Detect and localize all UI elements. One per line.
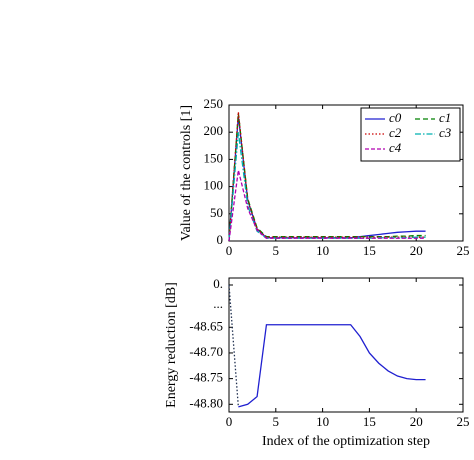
x-tick-label: 15 bbox=[363, 414, 376, 429]
y-tick-label: -48.70 bbox=[189, 344, 223, 359]
legend-label: c1 bbox=[439, 110, 451, 125]
series-line bbox=[228, 170, 426, 242]
legend-label: c3 bbox=[439, 125, 452, 140]
legend-label: c2 bbox=[389, 125, 402, 140]
y-tick-label: 150 bbox=[204, 150, 224, 165]
x-tick-label: 25 bbox=[457, 243, 470, 258]
x-axis-label: Index of the optimization step bbox=[262, 434, 430, 449]
legend-box bbox=[360, 107, 461, 162]
legend-label: c4 bbox=[389, 140, 402, 155]
x-tick-label: 10 bbox=[316, 243, 329, 258]
y-break-label: ... bbox=[213, 296, 223, 311]
x-tick-label: 20 bbox=[410, 243, 423, 258]
series-line bbox=[238, 324, 426, 408]
x-tick-label: 0 bbox=[226, 243, 233, 258]
y-tick-label: 250 bbox=[204, 96, 224, 111]
y-tick-label: 100 bbox=[204, 178, 224, 193]
x-tick-label: 25 bbox=[457, 414, 470, 429]
x-tick-label: 5 bbox=[273, 243, 280, 258]
plot-frame bbox=[228, 104, 464, 242]
plot-frame bbox=[228, 277, 464, 413]
y-tick-label: 50 bbox=[210, 205, 223, 220]
legend-label: c0 bbox=[389, 110, 402, 125]
series-line bbox=[228, 113, 426, 242]
y-tick-label: 200 bbox=[204, 123, 224, 138]
x-tick-label: 0 bbox=[226, 414, 233, 429]
y-tick-label: -48.75 bbox=[189, 370, 223, 385]
y-axis-label: Value of the controls [1] bbox=[179, 105, 194, 241]
x-tick-label: 15 bbox=[363, 243, 376, 258]
y-tick-label: -48.65 bbox=[189, 318, 223, 333]
y-tick-label: 0. bbox=[213, 276, 223, 291]
y-tick-label: -48.80 bbox=[189, 395, 223, 410]
x-tick-label: 20 bbox=[410, 414, 423, 429]
break-connector bbox=[228, 284, 240, 407]
x-tick-label: 10 bbox=[316, 414, 329, 429]
x-tick-label: 5 bbox=[273, 414, 280, 429]
y-axis-label: Energy reduction [dB] bbox=[164, 282, 179, 408]
y-tick-label: 0 bbox=[217, 232, 224, 247]
